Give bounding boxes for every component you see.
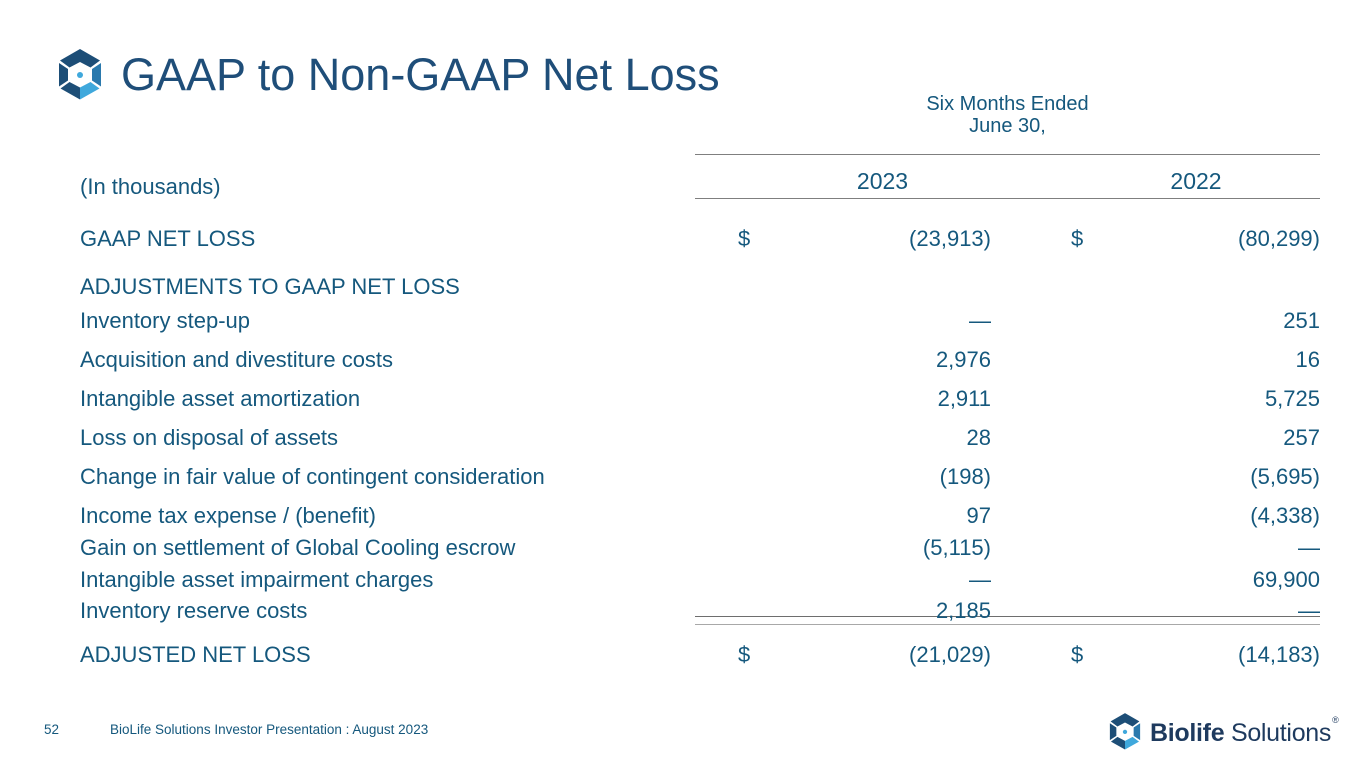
- value-2022: 257: [1283, 425, 1320, 450]
- column-header-2023: 2023: [856, 168, 909, 194]
- value-2023: —: [969, 567, 991, 592]
- value-2023: 2,976: [935, 347, 991, 372]
- value-2022: 69,900: [1252, 567, 1320, 592]
- row-label: Acquisition and divestiture costs: [80, 347, 394, 372]
- period-header-line1: Six Months Ended: [926, 93, 1089, 115]
- brand-name-regular: Solutions: [1230, 718, 1332, 747]
- table-row-intangible-amortization: Intangible asset amortization 2,911 5,72…: [80, 386, 1320, 412]
- value-2022: (4,338): [1250, 503, 1320, 528]
- page-title: GAAP to Non-GAAP Net Loss: [121, 49, 720, 100]
- table-rule-top: [695, 154, 1320, 155]
- value-2022: (5,695): [1250, 464, 1320, 489]
- value-2022: —: [1298, 598, 1320, 623]
- row-label: Inventory reserve costs: [80, 598, 308, 623]
- biolife-hexagon-icon: [1109, 712, 1141, 749]
- row-label: Change in fair value of contingent consi…: [80, 464, 545, 489]
- value-2023: 2,911: [937, 386, 991, 411]
- row-label: Income tax expense / (benefit): [80, 503, 376, 528]
- dollar-sign: $: [738, 642, 751, 667]
- value-2022: (14,183): [1238, 642, 1320, 667]
- registered-trademark: ®: [1332, 714, 1339, 725]
- table-row-adjustments-heading: ADJUSTMENTS TO GAAP NET LOSS: [80, 274, 1320, 300]
- brand-wordmark: Biolife Solutions®: [1150, 714, 1339, 748]
- table-row-contingent-consideration: Change in fair value of contingent consi…: [80, 464, 1320, 490]
- page-number: 52: [44, 722, 60, 737]
- value-2022: —: [1298, 535, 1320, 560]
- value-2023: (5,115): [922, 535, 991, 560]
- value-2023: (198): [939, 464, 991, 489]
- brand-name-bold: Biolife: [1150, 718, 1225, 747]
- value-2023: 28: [966, 425, 991, 450]
- value-2023: 2,185: [935, 598, 991, 623]
- table-rule-under-years: [695, 198, 1320, 199]
- units-note: (In thousands): [80, 174, 221, 199]
- value-2022: (80,299): [1238, 226, 1320, 251]
- biolife-solutions-logo: Biolife Solutions®: [1107, 710, 1339, 752]
- value-2023: (23,913): [909, 226, 991, 251]
- value-2022: 251: [1283, 308, 1320, 333]
- table-row-income-tax: Income tax expense / (benefit) 97 (4,338…: [80, 503, 1320, 529]
- period-header-line2: June 30,: [969, 115, 1046, 137]
- period-header: Six Months Ended June 30,: [695, 93, 1320, 137]
- table-row-adjusted-net-loss: ADJUSTED NET LOSS $ (21,029) $ (14,183): [80, 642, 1320, 668]
- value-2023: (21,029): [909, 642, 991, 667]
- table-row-global-cooling-escrow: Gain on settlement of Global Cooling esc…: [80, 535, 1320, 561]
- table-row-inventory-reserve: Inventory reserve costs 2,185 —: [80, 598, 1320, 624]
- row-label: ADJUSTMENTS TO GAAP NET LOSS: [80, 274, 460, 299]
- value-2023: —: [969, 308, 991, 333]
- table-row-gaap-net-loss: GAAP NET LOSS $ (23,913) $ (80,299): [80, 226, 1320, 252]
- row-label: Loss on disposal of assets: [80, 425, 339, 450]
- column-header-2022: 2022: [1170, 168, 1222, 194]
- table-row-inventory-step-up: Inventory step-up — 251: [80, 308, 1320, 334]
- table-row-loss-on-disposal: Loss on disposal of assets 28 257: [80, 425, 1320, 451]
- year-header-row: 2023 2022: [0, 167, 1365, 195]
- row-label: Gain on settlement of Global Cooling esc…: [80, 535, 516, 560]
- table-row-acquisition-divestiture: Acquisition and divestiture costs 2,976 …: [80, 347, 1320, 373]
- value-2022: 5,725: [1264, 386, 1320, 411]
- row-label: Inventory step-up: [80, 308, 250, 333]
- value-2022: 16: [1295, 347, 1320, 372]
- dollar-sign: $: [1071, 642, 1084, 667]
- table-rule-above-total-2: [695, 624, 1320, 625]
- row-label: GAAP NET LOSS: [80, 226, 256, 251]
- footer-text: BioLife Solutions Investor Presentation …: [110, 722, 429, 737]
- row-label: Intangible asset impairment charges: [80, 567, 434, 592]
- row-label: Intangible asset amortization: [80, 386, 361, 411]
- value-2023: 97: [966, 503, 991, 528]
- row-label: ADJUSTED NET LOSS: [80, 642, 311, 667]
- dollar-sign: $: [1071, 226, 1084, 251]
- biolife-hexagon-icon: [59, 49, 101, 100]
- table-row-impairment-charges: Intangible asset impairment charges — 69…: [80, 567, 1320, 593]
- table-rule-above-total: [695, 616, 1320, 617]
- dollar-sign: $: [738, 226, 751, 251]
